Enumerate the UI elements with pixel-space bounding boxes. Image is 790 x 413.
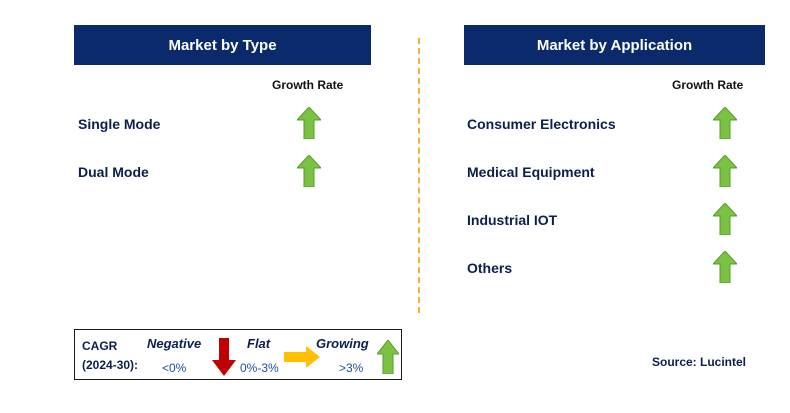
panel-divider	[418, 38, 420, 313]
market-by-application-title: Market by Application	[536, 36, 693, 54]
market-by-type-header: Market by Type	[74, 25, 371, 65]
growing-arrow-icon	[713, 251, 737, 283]
application-row-label: Medical Equipment	[467, 164, 595, 180]
application-row-label: Others	[467, 260, 513, 276]
red-down-arrow-icon	[212, 338, 236, 376]
source-label: Source: Lucintel	[652, 355, 747, 369]
growing-label: Growing	[316, 336, 369, 351]
left-growth-rate-header: Growth Rate	[272, 78, 344, 92]
growing-arrow-icon	[713, 155, 737, 187]
market-by-type-title: Market by Type	[168, 36, 277, 54]
negative-range: <0%	[162, 361, 187, 375]
cagr-period: (2024-30):	[82, 358, 139, 372]
application-row-label: Consumer Electronics	[467, 116, 616, 132]
market-by-application-header: Market by Application	[464, 25, 765, 65]
right-growth-rate-header: Growth Rate	[672, 78, 744, 92]
type-row-label: Single Mode	[78, 116, 161, 132]
growing-range: >3%	[339, 361, 364, 375]
flat-range: 0%-3%	[240, 361, 279, 375]
growing-arrow-icon	[297, 107, 321, 139]
flat-label: Flat	[247, 336, 271, 351]
cagr-label: CAGR	[82, 339, 118, 353]
growing-arrow-icon	[297, 155, 321, 187]
cagr-legend: CAGR (2024-30): Negative <0% Flat 0%-3% …	[74, 329, 402, 380]
growing-arrow-icon	[713, 203, 737, 235]
yellow-right-arrow-icon	[284, 346, 320, 368]
type-row-label: Dual Mode	[78, 164, 149, 180]
negative-label: Negative	[147, 336, 202, 351]
growing-arrow-icon	[713, 107, 737, 139]
application-row-label: Industrial IOT	[467, 212, 558, 228]
green-up-arrow-icon	[377, 340, 399, 374]
